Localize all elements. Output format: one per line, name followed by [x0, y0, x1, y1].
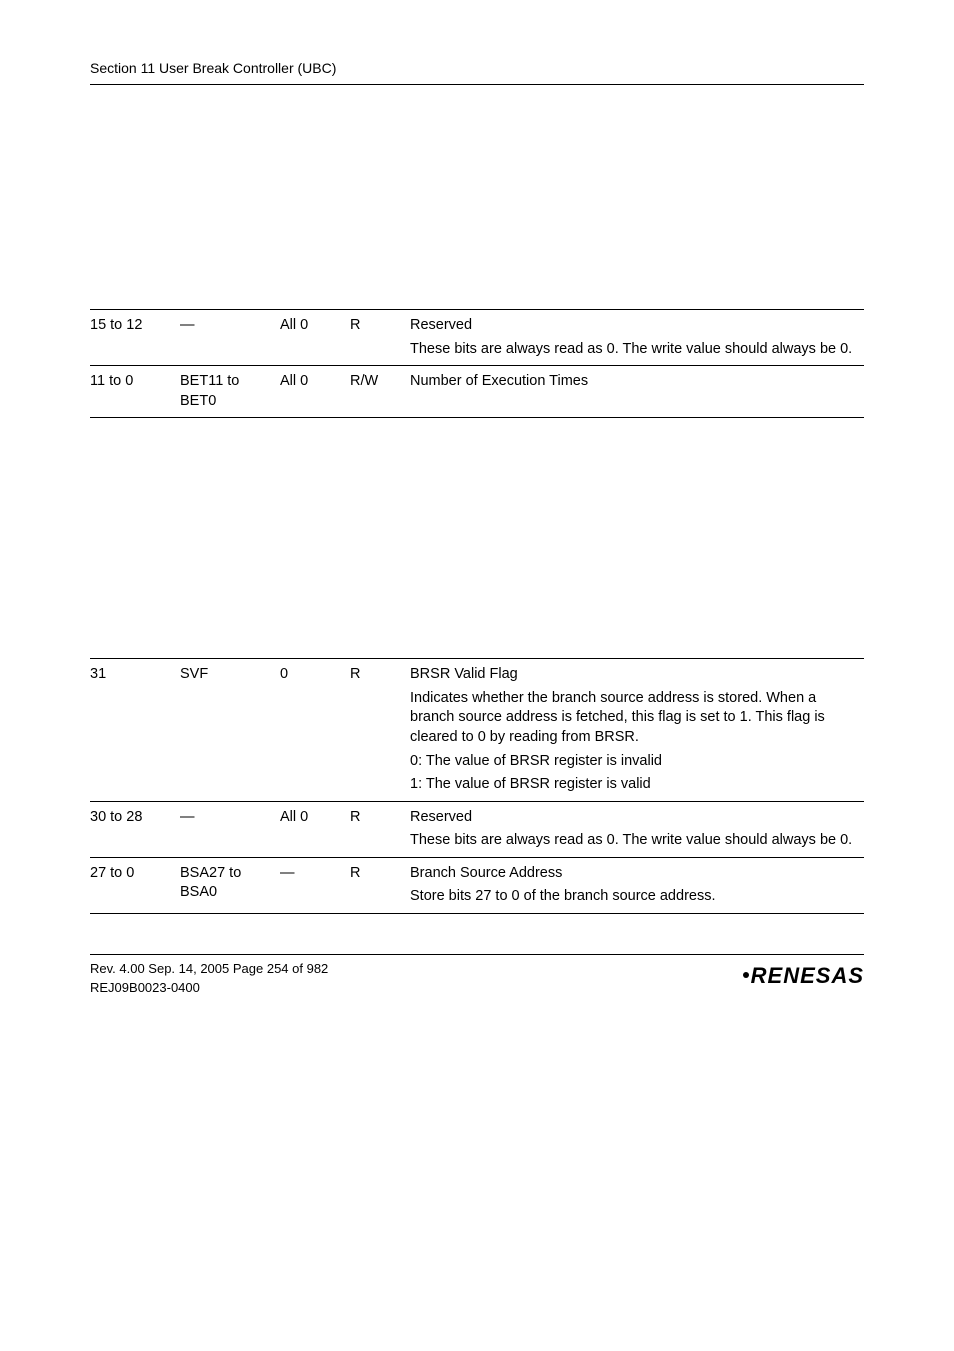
footer-rev: Rev. 4.00 Sep. 14, 2005 Page 254 of 982 [90, 961, 328, 976]
table-row: 15 to 12 — All 0 R Reserved These bits a… [90, 310, 864, 366]
cell-name: SVF [180, 659, 280, 801]
cell-desc: Reserved These bits are always read as 0… [410, 801, 864, 857]
table-row: 11 to 0 BET11 to BET0 All 0 R/W Number o… [90, 366, 864, 418]
spacer [90, 89, 864, 309]
cell-desc: BRSR Valid Flag Indicates whether the br… [410, 659, 864, 801]
cell-rw: R [350, 801, 410, 857]
cell-rw: R [350, 310, 410, 366]
cell-bit: 11 to 0 [90, 366, 180, 418]
table-row: 27 to 0 BSA27 to BSA0 — R Branch Source … [90, 857, 864, 913]
footer-left: Rev. 4.00 Sep. 14, 2005 Page 254 of 982 … [90, 961, 328, 995]
desc-body: Indicates whether the branch source addr… [410, 689, 856, 748]
cell-initial: All 0 [280, 310, 350, 366]
desc-title: Reserved [410, 316, 856, 336]
cell-initial: — [280, 857, 350, 913]
page: Section 11 User Break Controller (UBC) 1… [0, 0, 954, 1035]
table-row: 31 SVF 0 R BRSR Valid Flag Indicates whe… [90, 659, 864, 801]
desc-title: BRSR Valid Flag [410, 665, 856, 685]
register-table-1: 15 to 12 — All 0 R Reserved These bits a… [90, 309, 864, 418]
cell-bit: 15 to 12 [90, 310, 180, 366]
desc-body: These bits are always read as 0. The wri… [410, 831, 856, 851]
spacer [90, 914, 864, 954]
logo-text: RENESAS [751, 963, 864, 988]
logo-dot-icon [743, 972, 749, 978]
cell-bit: 30 to 28 [90, 801, 180, 857]
cell-initial: 0 [280, 659, 350, 801]
renesas-logo: RENESAS [743, 963, 864, 989]
cell-initial: All 0 [280, 366, 350, 418]
footer-doc: REJ09B0023-0400 [90, 980, 328, 995]
cell-bit: 27 to 0 [90, 857, 180, 913]
cell-name: — [180, 801, 280, 857]
desc-body: Store bits 27 to 0 of the branch source … [410, 887, 856, 907]
spacer [90, 418, 864, 658]
desc-line2: 0: The value of BRSR register is invalid [410, 752, 856, 772]
cell-rw: R/W [350, 366, 410, 418]
section-header: Section 11 User Break Controller (UBC) [90, 60, 336, 76]
header-rule: Section 11 User Break Controller (UBC) [90, 60, 864, 85]
desc-title: Reserved [410, 808, 856, 828]
cell-bit: 31 [90, 659, 180, 801]
cell-initial: All 0 [280, 801, 350, 857]
desc-line3: 1: The value of BRSR register is valid [410, 775, 856, 795]
cell-name: BSA27 to BSA0 [180, 857, 280, 913]
cell-name: BET11 to BET0 [180, 366, 280, 418]
cell-desc: Branch Source Address Store bits 27 to 0… [410, 857, 864, 913]
cell-rw: R [350, 857, 410, 913]
desc-title: Number of Execution Times [410, 372, 856, 392]
page-footer: Rev. 4.00 Sep. 14, 2005 Page 254 of 982 … [90, 954, 864, 995]
desc-title: Branch Source Address [410, 864, 856, 884]
table-row: 30 to 28 — All 0 R Reserved These bits a… [90, 801, 864, 857]
cell-desc: Reserved These bits are always read as 0… [410, 310, 864, 366]
register-table-2: 31 SVF 0 R BRSR Valid Flag Indicates whe… [90, 658, 864, 914]
cell-name: — [180, 310, 280, 366]
cell-rw: R [350, 659, 410, 801]
cell-desc: Number of Execution Times [410, 366, 864, 418]
desc-body: These bits are always read as 0. The wri… [410, 340, 856, 360]
